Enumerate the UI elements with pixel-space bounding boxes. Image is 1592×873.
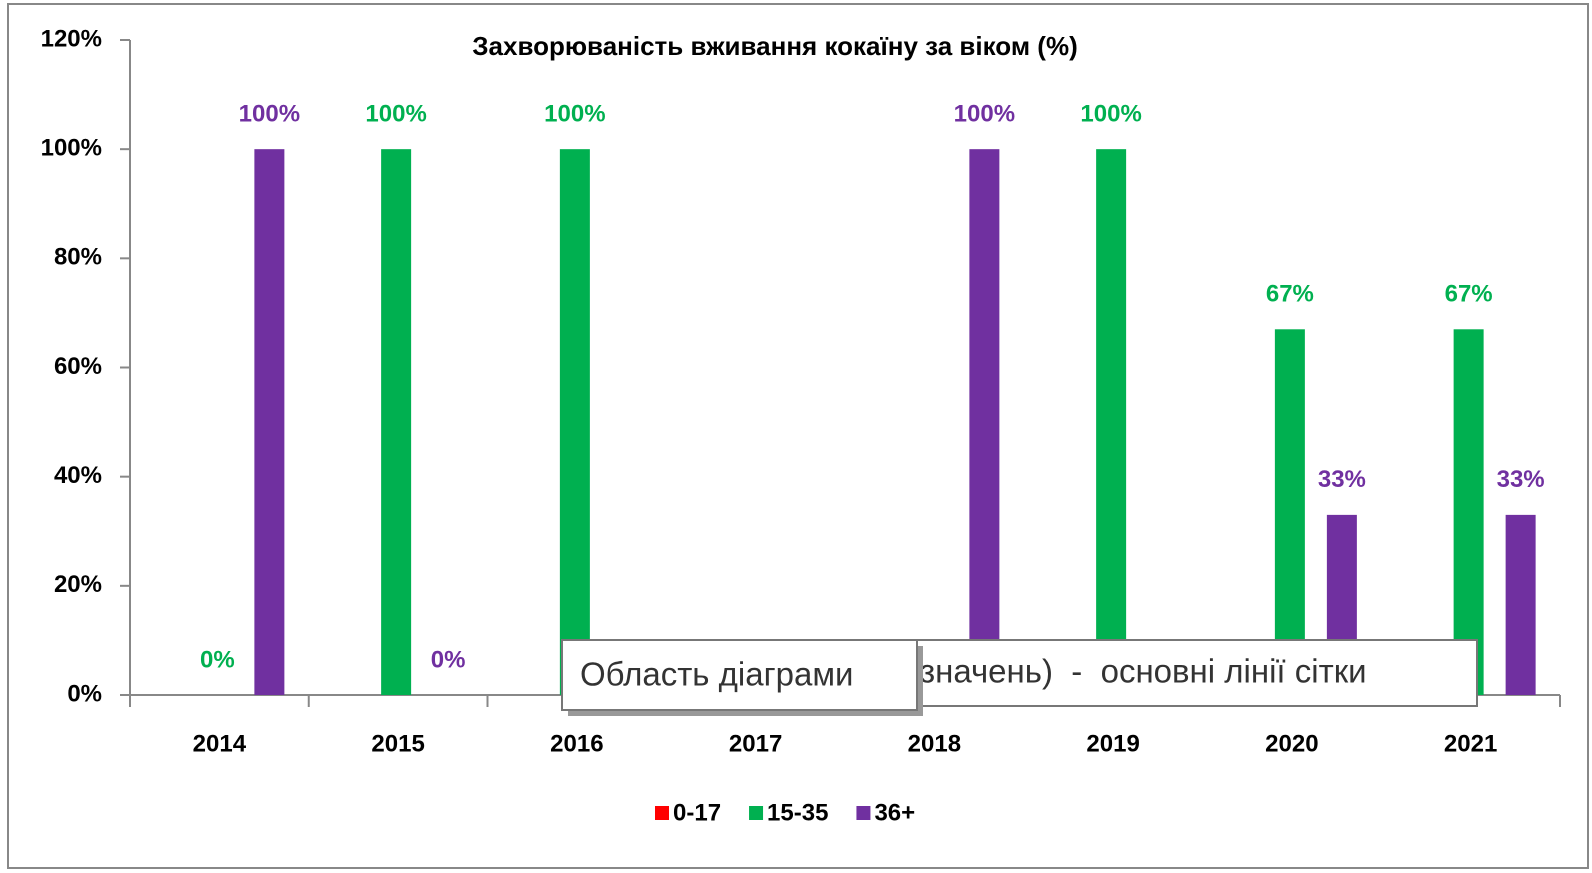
chart-title: Захворюваність вживання кокаїну за віком… xyxy=(472,31,1078,61)
data-label: 100% xyxy=(1080,101,1141,128)
y-tick-label: 120% xyxy=(41,25,102,52)
x-tick-label: 2019 xyxy=(1086,730,1139,757)
y-tick-label: 80% xyxy=(54,244,102,271)
legend-swatch xyxy=(655,806,669,820)
bar xyxy=(254,149,285,695)
data-label: 100% xyxy=(544,101,605,128)
bar xyxy=(1096,149,1127,695)
x-tick-label: 2016 xyxy=(550,730,603,757)
legend-label: 36+ xyxy=(874,799,915,826)
bar xyxy=(559,149,590,695)
y-tick-label: 60% xyxy=(54,353,102,380)
data-label: 67% xyxy=(1445,281,1493,308)
y-tick-label: 40% xyxy=(54,462,102,489)
data-label: 100% xyxy=(239,101,300,128)
data-label: 33% xyxy=(1318,466,1366,493)
bar xyxy=(1505,514,1536,695)
y-tick-label: 100% xyxy=(41,135,102,162)
legend-label: 0-17 xyxy=(673,799,721,826)
data-label: 0% xyxy=(200,646,235,673)
data-label: 0% xyxy=(431,646,466,673)
bar xyxy=(1453,329,1484,695)
x-tick-label: 2014 xyxy=(193,730,247,757)
tooltip: Область діаграми xyxy=(561,639,923,716)
data-label: 33% xyxy=(1497,466,1545,493)
y-tick-label: 20% xyxy=(54,571,102,598)
x-tick-label: 2021 xyxy=(1444,730,1497,757)
data-label: 100% xyxy=(954,101,1015,128)
x-tick-label: 2015 xyxy=(371,730,424,757)
legend-label: 15-35 xyxy=(767,799,828,826)
y-tick-label: 0% xyxy=(67,680,102,707)
bar xyxy=(969,149,1000,695)
bar xyxy=(1274,329,1305,695)
tooltip-box xyxy=(561,639,918,711)
x-tick-label: 2020 xyxy=(1265,730,1318,757)
data-label: 100% xyxy=(365,101,426,128)
x-tick-label: 2018 xyxy=(908,730,961,757)
tooltip-text: значень) - основні лінії сітки xyxy=(920,653,1367,690)
legend-swatch xyxy=(856,806,871,820)
tooltip-text: Область діаграми xyxy=(580,656,853,693)
x-tick-label: 2017 xyxy=(729,730,782,757)
legend-swatch xyxy=(749,806,764,820)
bar xyxy=(381,149,412,695)
data-label: 67% xyxy=(1266,281,1314,308)
